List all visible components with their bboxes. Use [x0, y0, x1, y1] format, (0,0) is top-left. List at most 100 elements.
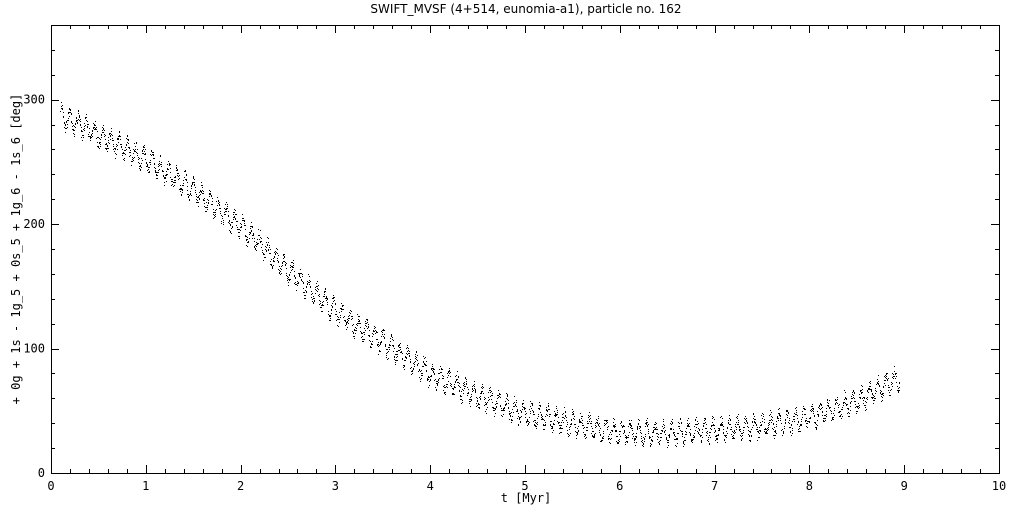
data-point	[366, 319, 367, 320]
data-point	[183, 185, 184, 186]
data-point	[674, 434, 675, 435]
data-point	[518, 416, 519, 417]
data-point	[542, 418, 543, 419]
data-point	[488, 397, 489, 398]
data-point	[514, 402, 515, 403]
data-point	[317, 288, 318, 289]
data-point	[157, 172, 158, 173]
data-point	[806, 418, 807, 419]
data-point	[338, 317, 339, 318]
data-point	[615, 430, 616, 431]
data-point	[298, 283, 299, 284]
data-point	[606, 420, 607, 421]
data-point	[370, 347, 371, 348]
data-point	[794, 413, 795, 414]
data-point	[624, 431, 625, 432]
data-point	[175, 177, 176, 178]
data-point	[282, 263, 283, 264]
data-point	[369, 330, 370, 331]
data-point	[877, 382, 878, 383]
data-point	[584, 436, 585, 437]
data-point	[641, 438, 642, 439]
data-point	[779, 408, 780, 409]
data-point	[544, 420, 545, 421]
data-point	[757, 427, 758, 428]
data-point	[841, 414, 842, 415]
data-point	[284, 256, 285, 257]
data-point	[200, 190, 201, 191]
data-point	[377, 339, 378, 340]
data-point	[448, 381, 449, 382]
data-point	[580, 422, 581, 423]
data-point	[375, 327, 376, 328]
data-point	[166, 174, 167, 175]
data-point	[488, 392, 489, 393]
data-point	[98, 137, 99, 138]
data-point	[721, 416, 722, 417]
data-point	[98, 146, 99, 147]
data-point	[353, 336, 354, 337]
data-point	[289, 275, 290, 276]
data-point	[893, 374, 894, 375]
data-point	[697, 421, 698, 422]
data-point	[648, 431, 649, 432]
data-point	[717, 435, 718, 436]
data-point	[102, 132, 103, 133]
data-point	[311, 294, 312, 295]
data-point	[388, 351, 389, 352]
data-point	[417, 364, 418, 365]
data-point	[392, 345, 393, 346]
data-point	[495, 413, 496, 414]
data-point	[218, 200, 219, 201]
data-point	[364, 332, 365, 333]
data-point	[359, 320, 360, 321]
data-point	[286, 275, 287, 276]
data-point	[550, 424, 551, 425]
data-point	[534, 420, 535, 421]
data-point	[549, 409, 550, 410]
x-tick-label: 9	[901, 479, 908, 493]
data-point	[410, 359, 411, 360]
data-point	[198, 196, 199, 197]
data-point	[86, 114, 87, 115]
data-point	[709, 443, 710, 444]
data-point	[361, 333, 362, 334]
data-point	[761, 425, 762, 426]
data-point	[499, 394, 500, 395]
data-point	[343, 305, 344, 306]
data-point	[596, 419, 597, 420]
data-point	[367, 322, 368, 323]
data-point	[369, 336, 370, 337]
data-point	[145, 149, 146, 150]
data-point	[784, 428, 785, 429]
data-point	[450, 385, 451, 386]
data-point	[191, 195, 192, 196]
data-point	[540, 405, 541, 406]
data-point	[706, 424, 707, 425]
data-point	[300, 277, 301, 278]
data-point	[81, 127, 82, 128]
data-point	[724, 435, 725, 436]
data-point	[233, 212, 234, 213]
data-point	[473, 385, 474, 386]
data-point	[875, 398, 876, 399]
data-point	[293, 265, 294, 266]
data-point	[202, 185, 203, 186]
data-point	[391, 336, 392, 337]
data-point	[165, 178, 166, 179]
data-point	[500, 397, 501, 398]
data-point	[426, 361, 427, 362]
data-point	[895, 373, 896, 374]
data-point	[470, 401, 471, 402]
data-point	[320, 303, 321, 304]
data-point	[325, 289, 326, 290]
data-point	[628, 426, 629, 427]
data-point	[655, 422, 656, 423]
data-point	[682, 433, 683, 434]
data-point	[398, 346, 399, 347]
data-point	[178, 179, 179, 180]
data-point	[509, 413, 510, 414]
data-point	[695, 430, 696, 431]
data-point	[564, 418, 565, 419]
